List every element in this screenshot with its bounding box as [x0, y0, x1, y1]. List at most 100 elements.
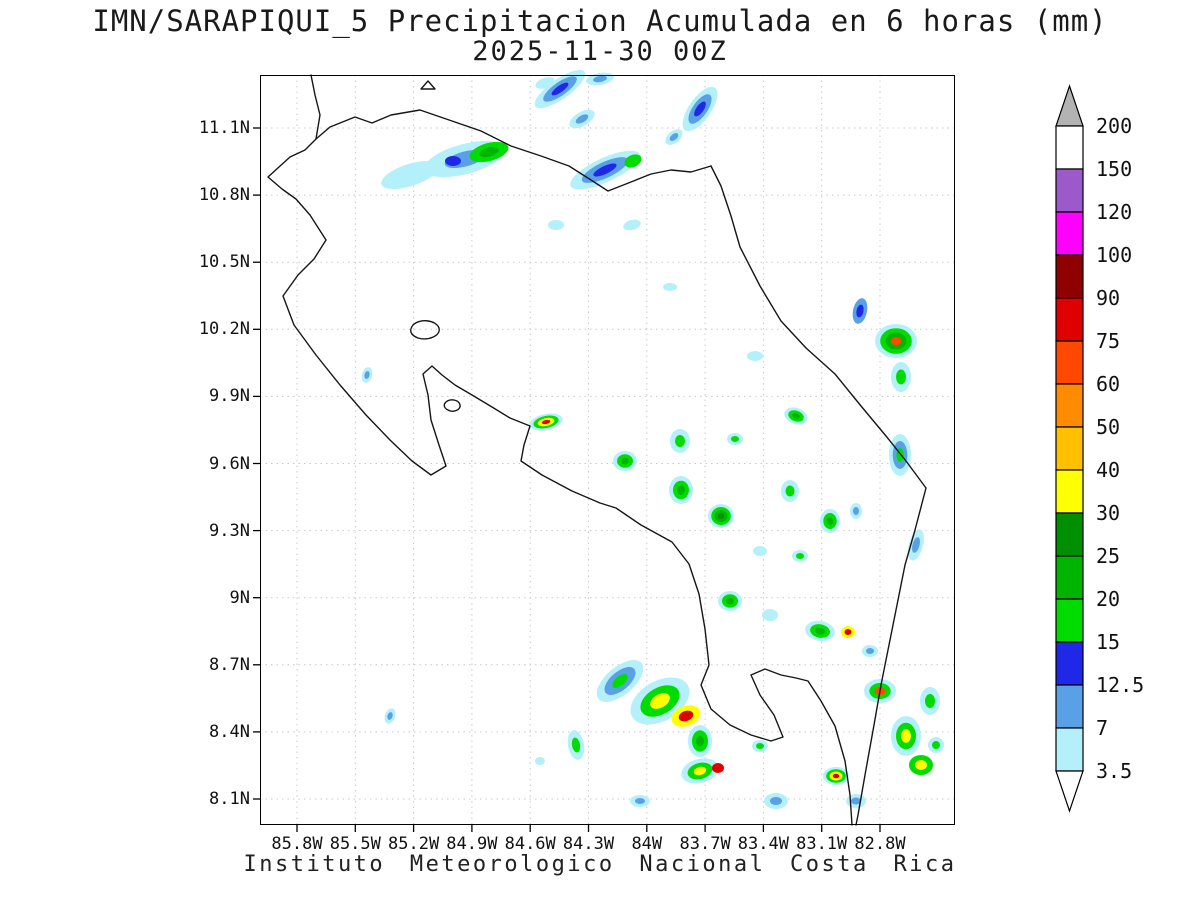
lon-tick-label: 83.7W: [679, 834, 731, 854]
map-plot-area: 11.1N 10.8N 10.5N 10.2N 9.9N 9.6N 9.3N 9N 8.7N 8.…: [199, 69, 955, 854]
lat-tick-label: 10.8N: [198, 185, 250, 206]
precip-cell: [445, 156, 461, 166]
lon-tick-label: 84.3W: [562, 834, 615, 854]
lat-tick-label: 11.1N: [198, 118, 250, 138]
precip-cell: [571, 737, 581, 753]
colorbar-segment: [1055, 340, 1084, 385]
precip-cell: [696, 735, 704, 747]
colorbar-segment: [1055, 555, 1084, 600]
colorbar-segment: [1055, 254, 1084, 299]
lat-tick-label: 9N: [229, 587, 250, 608]
precip-cell: [756, 743, 764, 749]
lon-tick-label: 85.8W: [271, 834, 323, 854]
lon-tick-label: 84.6W: [504, 834, 556, 854]
precip-cell: [753, 546, 767, 556]
lon-tick-label: 83.1W: [796, 834, 848, 854]
colorbar-label: 15: [1096, 630, 1120, 654]
precip-cell: [387, 712, 393, 720]
lat-tick-label: 9.3N: [209, 520, 250, 541]
gulf-island-outline: [443, 399, 461, 412]
precip-cell: [669, 133, 679, 141]
precip-cell: [621, 457, 629, 465]
lat-tick-label: 10.2N: [198, 319, 250, 340]
colorbar-bottom-arrow: [1055, 770, 1084, 813]
precip-cell: [731, 436, 739, 442]
precip-cell: [712, 763, 724, 773]
precipitation-map: [253, 69, 955, 832]
precip-overlay: [361, 69, 944, 809]
precip-cell: [925, 694, 935, 708]
lat-tick-label: 9.6N: [209, 453, 250, 474]
precip-cell: [792, 413, 800, 419]
precip-cell: [535, 757, 545, 765]
colorbar-label: 60: [1096, 372, 1120, 396]
lon-tick-label: 83.4W: [737, 834, 789, 854]
colorbar-label: 150: [1096, 157, 1132, 181]
colorbar-label: 30: [1096, 501, 1120, 525]
lat-tick-label: 10.5N: [198, 252, 250, 273]
precip-cell: [815, 627, 825, 635]
precip-cell: [851, 797, 861, 805]
colorbar-label: 40: [1096, 458, 1120, 482]
colorbar-segment: [1055, 469, 1084, 514]
grid-lines: [260, 75, 955, 825]
precip-cell: [796, 553, 804, 559]
colorbar-segment: [1055, 426, 1084, 471]
colorbar-label: 12.5: [1096, 673, 1144, 697]
map-frame-border: [260, 75, 955, 825]
lon-tick-label: 85.2W: [388, 834, 440, 854]
precip-cell: [541, 419, 551, 425]
colorbar-segment: [1055, 125, 1084, 170]
colorbar-label: 50: [1096, 415, 1120, 439]
colorbar-segment: [1055, 727, 1084, 772]
lat-tick-label: 9.9N: [209, 386, 250, 407]
precip-cell: [479, 146, 499, 158]
precip-cell: [693, 766, 707, 776]
colorbar-segment: [1055, 641, 1084, 686]
precip-cell: [678, 710, 694, 722]
lon-tick-label: 84.9W: [446, 834, 498, 854]
axis-tick-marks: [253, 127, 881, 832]
precip-cell: [826, 517, 834, 525]
precip-cell: [901, 729, 911, 743]
precip-cell: [675, 435, 685, 447]
precip-cell: [548, 220, 564, 230]
colorbar-label: 120: [1096, 200, 1132, 224]
precip-cell: [912, 537, 920, 553]
colorbar-segment: [1055, 512, 1084, 557]
colorbar-scale: 200 150 120 100 90 75 60 50 40 30 25 20 15 12.5 7 3.5: [1055, 84, 1144, 813]
lat-tick-label: 8.7N: [209, 654, 250, 675]
precip-cell: [593, 163, 617, 177]
precip-cell: [535, 77, 555, 89]
colorbar-label: 75: [1096, 329, 1120, 353]
precip-cell: [551, 82, 569, 96]
colorbar-top-arrow: [1055, 84, 1084, 127]
precip-cell: [932, 741, 940, 749]
colorbar-label: 25: [1096, 544, 1120, 568]
precip-cell: [890, 336, 902, 346]
precip-cell: [785, 485, 795, 497]
precip-cell: [677, 485, 685, 495]
lake-outline: [410, 320, 440, 340]
colorbar-label: 90: [1096, 286, 1120, 310]
precip-cell: [726, 597, 734, 605]
colorbar-label: 100: [1096, 243, 1132, 267]
colorbar-label: 3.5: [1096, 759, 1132, 783]
colorbar-segment: [1055, 297, 1084, 342]
colorbar-segment: [1055, 383, 1084, 428]
lon-tick-label: 85.5W: [329, 834, 381, 854]
precip-cell: [635, 798, 645, 804]
map-title-line2: 2025-11-30 00Z: [472, 36, 728, 67]
precip-cell: [623, 219, 641, 231]
precip-cell: [747, 351, 763, 361]
colorbar-segment: [1055, 684, 1084, 729]
precip-cell: [866, 648, 874, 654]
precip-cell: [856, 304, 864, 318]
precip-cell: [844, 629, 852, 635]
precip-cell: [364, 371, 370, 379]
precip-cell: [612, 674, 628, 688]
precip-cell: [593, 75, 607, 83]
precip-cell: [762, 609, 778, 621]
precip-cell: [575, 114, 589, 124]
small-island: [420, 80, 436, 90]
